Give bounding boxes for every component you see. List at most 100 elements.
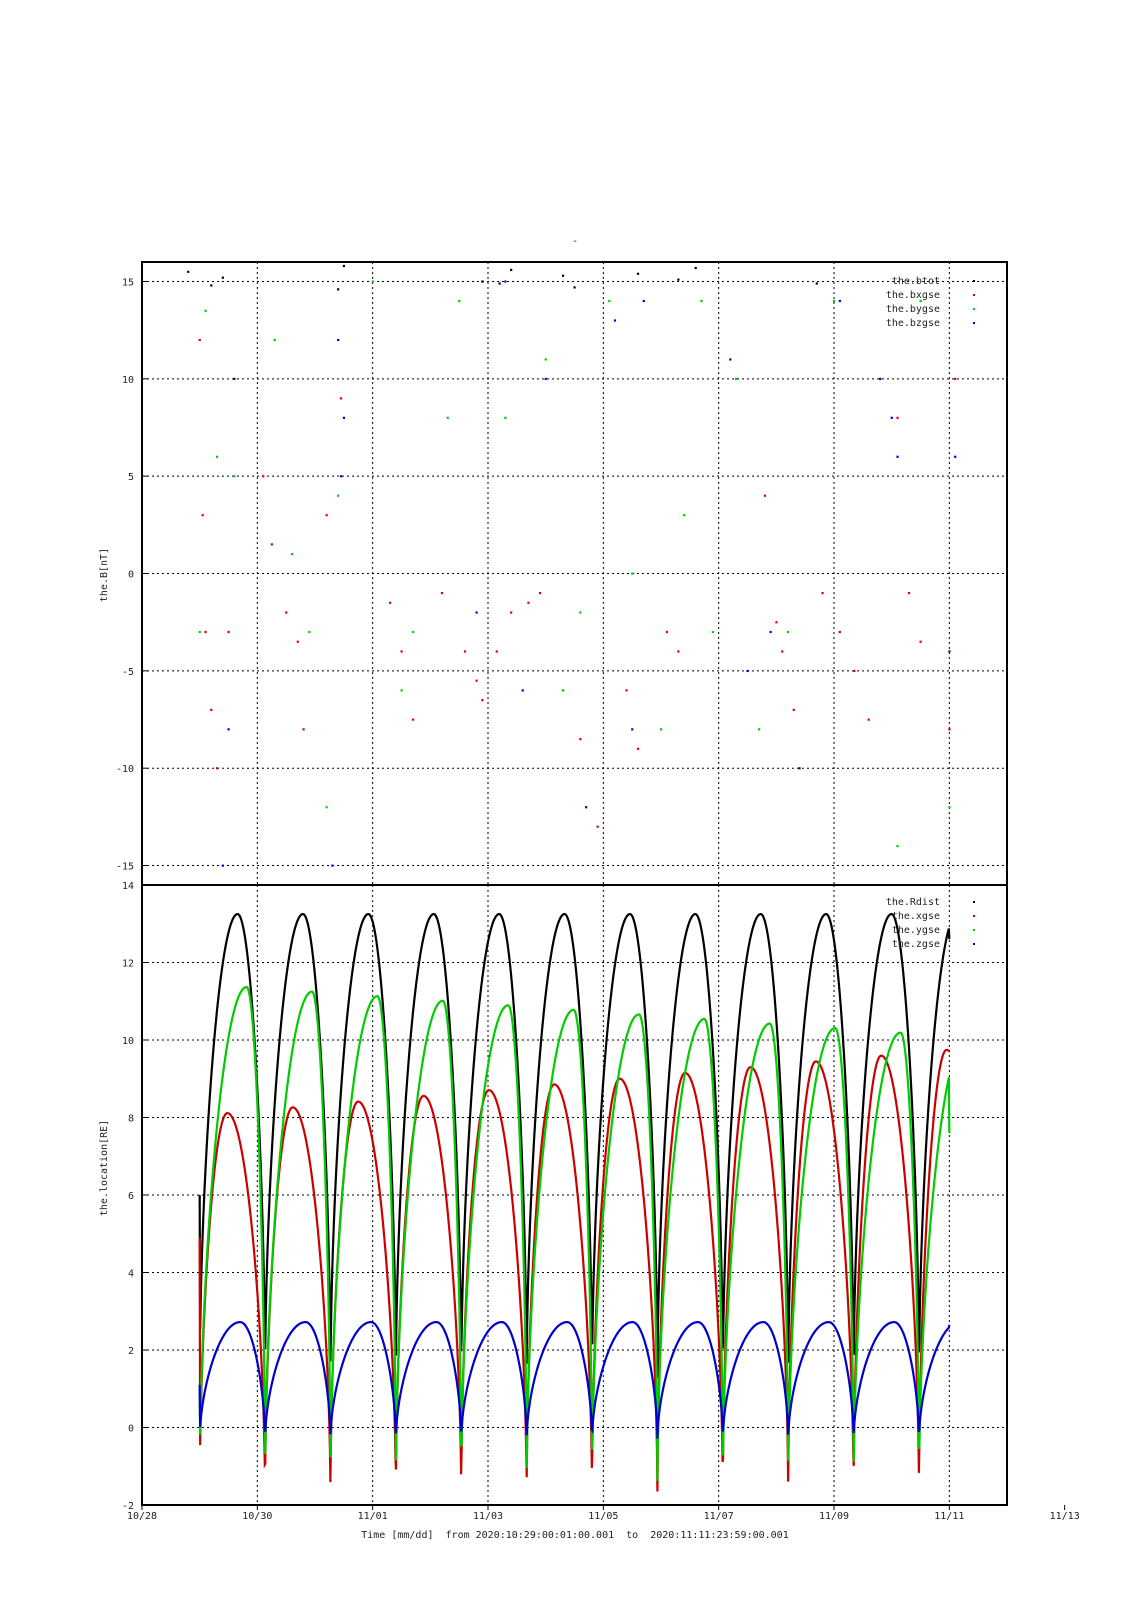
legend-label-bxgse: the.bxgse <box>886 290 940 301</box>
point-bygse <box>198 630 201 634</box>
point-bzgse <box>948 650 951 653</box>
point-btot <box>337 288 340 291</box>
top-y-tick-label: 10 <box>122 375 134 386</box>
point-bzgse <box>631 728 634 731</box>
x-tick-label: 11/09 <box>819 1511 849 1522</box>
point-bygse <box>608 299 611 303</box>
point-bzgse <box>331 864 334 867</box>
point-bxgse <box>896 416 899 419</box>
point-bygse <box>734 377 738 381</box>
point-btot <box>636 272 640 275</box>
legend-mark-bygse <box>973 308 975 310</box>
point-bygse <box>660 728 663 731</box>
top-y-tick-label: -5 <box>122 667 134 678</box>
bottom-ylabel: the.location[RE] <box>99 1120 110 1216</box>
point-bygse <box>325 806 328 809</box>
point-bxgse <box>954 377 957 381</box>
point-bxgse <box>302 728 305 731</box>
x-axis-label-prefix: Time [mm/dd] from <box>361 1530 475 1541</box>
point-bxgse <box>907 591 911 595</box>
point-bygse <box>400 689 403 692</box>
point-bzgse <box>613 319 617 322</box>
point-btot <box>573 286 576 289</box>
point-bxgse <box>838 630 841 634</box>
point-bygse <box>337 494 340 497</box>
point-bzgse <box>233 377 236 381</box>
point-btot <box>510 268 513 271</box>
point-bxgse <box>463 650 467 653</box>
point-bxgse <box>853 669 856 673</box>
point-bxgse <box>527 601 530 604</box>
x-axis-label: Time [mm/dd] from 2020:10:29:00:01:00.00… <box>361 1530 788 1541</box>
point-bxgse <box>510 611 513 614</box>
legend-label-bygse: the.bygse <box>886 304 940 315</box>
point-bxgse <box>665 630 668 634</box>
point-bygse <box>948 806 951 809</box>
bottom-y-tick-label: 10 <box>122 1036 134 1047</box>
point-bzgse <box>521 689 524 692</box>
top-y-tick-label: 5 <box>128 472 134 483</box>
point-bygse <box>204 309 207 312</box>
point-btot <box>187 270 190 273</box>
point-btot <box>498 282 501 285</box>
point-bzgse <box>544 377 547 381</box>
top-data-points <box>187 264 957 867</box>
point-bxgse <box>763 494 766 497</box>
point-btot <box>561 274 565 277</box>
figure-title: - <box>572 236 578 247</box>
x-tick-label: 11/07 <box>704 1511 734 1522</box>
point-bzgse <box>337 338 340 342</box>
point-bzgse <box>342 416 346 419</box>
bottom-y-tick-label: 6 <box>128 1191 134 1202</box>
time-start: 2020:10:29:00:01:00.001 <box>476 1530 614 1541</box>
point-btot <box>677 278 680 281</box>
x-tick-label: 11/05 <box>588 1511 618 1522</box>
point-bxgse <box>412 718 415 721</box>
point-bygse <box>504 416 507 419</box>
bottom-y-ticks: -2 0 2 4 6 8 10 12 14 <box>122 881 148 1512</box>
point-bygse <box>711 630 715 634</box>
point-bxgse <box>596 825 599 828</box>
panel-location: -2 0 2 4 6 8 10 12 14 the.location[RE] the.Rdist… <box>99 881 1008 1512</box>
point-bxgse <box>204 630 207 634</box>
point-bygse <box>919 299 922 303</box>
legend-mark-bxgse <box>973 294 975 296</box>
point-bxgse <box>388 601 392 604</box>
bottom-y-tick-label: -2 <box>122 1501 134 1512</box>
legend-mark-rdist <box>973 901 975 903</box>
legend-label-ygse: the.ygse <box>892 925 940 936</box>
legend-mark-zgse <box>973 943 975 945</box>
point-bxgse <box>636 747 640 750</box>
point-bygse <box>544 358 547 361</box>
legend-mark-ygse <box>973 929 975 931</box>
x-axis-label-mid: to <box>614 1530 650 1541</box>
point-bygse <box>233 475 236 478</box>
point-btot <box>694 266 697 270</box>
x-tick-label: 11/13 <box>1050 1511 1080 1522</box>
point-bygse <box>215 455 219 458</box>
bottom-y-tick-label: 4 <box>128 1269 134 1280</box>
legend-mark-bzgse <box>973 322 975 324</box>
point-bzgse <box>769 630 772 634</box>
point-bygse <box>308 630 311 634</box>
legend-label-bzgse: the.bzgse <box>886 318 940 329</box>
point-bzgse <box>504 280 507 283</box>
bottom-y-tick-label: 14 <box>122 881 134 892</box>
top-ylabel: the.B[nT] <box>99 548 110 602</box>
point-btot <box>481 280 484 283</box>
legend-label-xgse: the.xgse <box>892 911 940 922</box>
point-bxgse <box>215 767 219 770</box>
point-bxgse <box>475 679 478 682</box>
bottom-data-lines <box>198 912 951 1492</box>
point-bxgse <box>775 621 778 624</box>
point-bxgse <box>625 689 628 692</box>
point-bxgse <box>227 630 230 634</box>
point-bzgse <box>221 864 224 867</box>
line-ygse <box>198 985 951 1481</box>
point-bzgse <box>954 455 957 458</box>
panel-magnetic-field: -15 -10 -5 0 5 10 15 the.B[nT] the.btot the.bx… <box>99 261 1008 886</box>
point-bxgse <box>339 397 343 400</box>
point-bygse <box>631 572 634 575</box>
point-bzgse <box>339 475 343 478</box>
